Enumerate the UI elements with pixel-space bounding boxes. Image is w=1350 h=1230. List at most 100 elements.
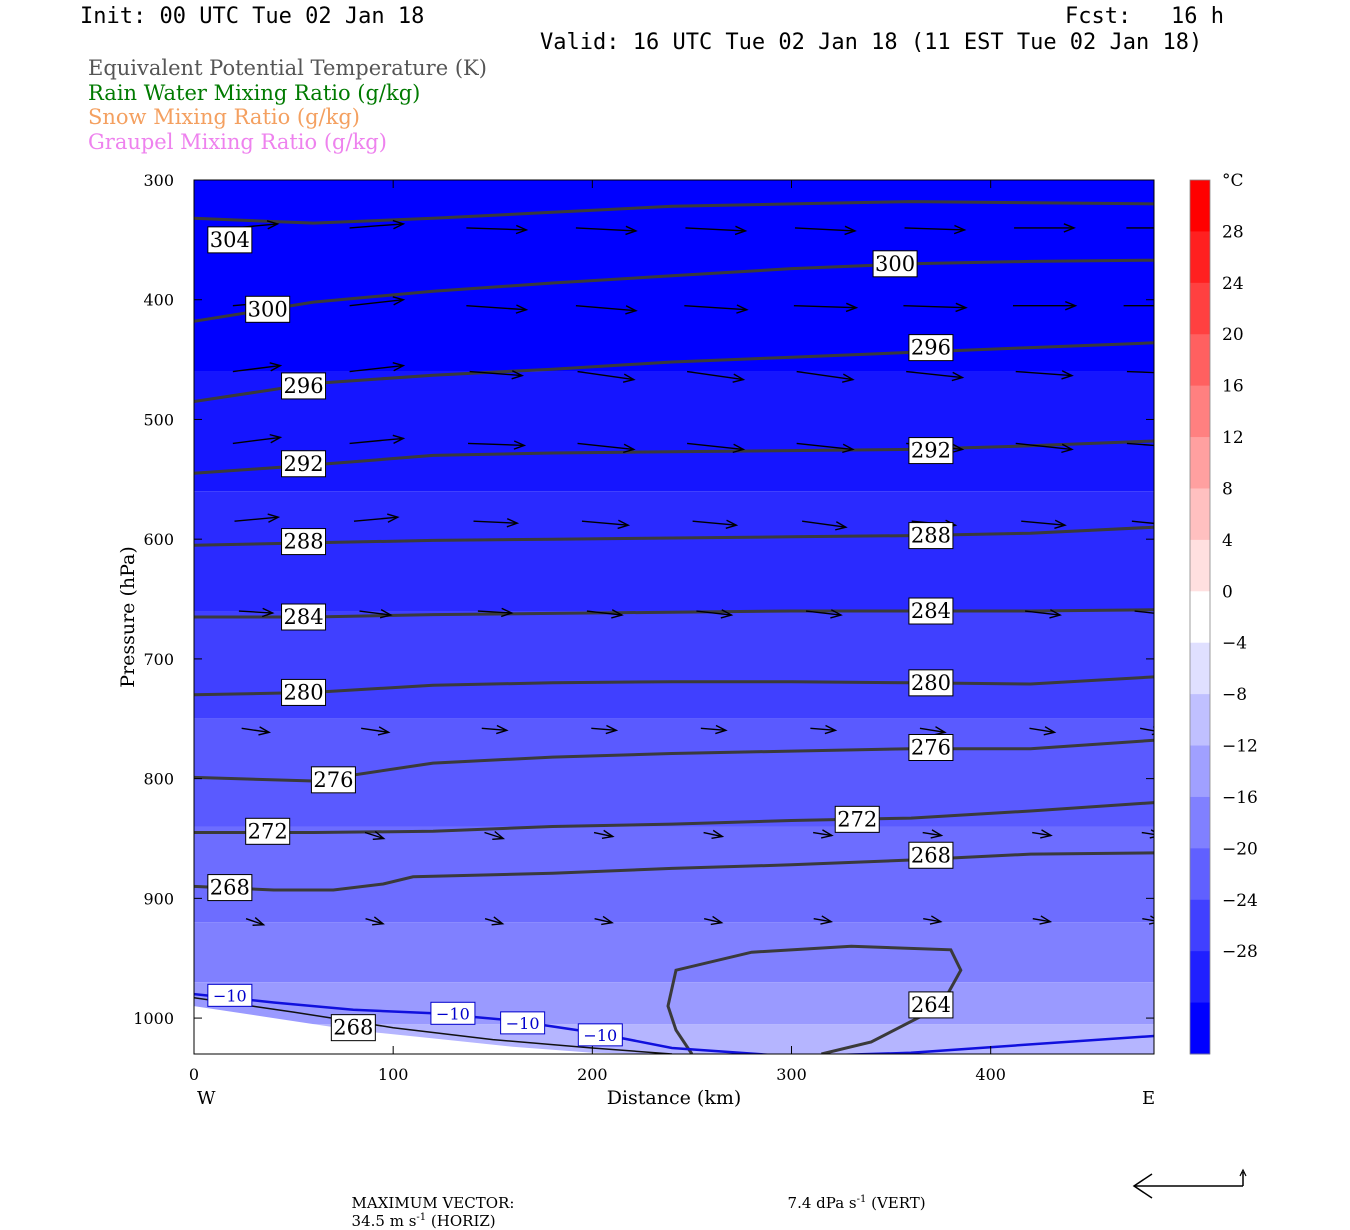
- colorbar-swatch: [1190, 694, 1210, 747]
- wind-vector-shaft: [813, 918, 832, 923]
- wind-vector-shaft: [922, 831, 942, 837]
- contour-label-box: [872, 250, 918, 278]
- wind-vector-head: [625, 305, 638, 315]
- contour-label: 272: [834, 805, 880, 833]
- wind-vector-head: [269, 433, 283, 444]
- wind-vector-head: [1063, 223, 1076, 233]
- colorbar-swatch: [1190, 745, 1210, 798]
- wind-vector-shaft: [581, 520, 629, 526]
- wind-vector-shaft: [919, 727, 946, 734]
- y-tick-label: 900: [143, 889, 174, 908]
- wind-vector: [594, 915, 614, 926]
- contour-label-box: [908, 597, 954, 625]
- contour-label-box: [908, 522, 954, 550]
- wind-vector-head: [515, 304, 529, 314]
- wind-vector-head: [711, 829, 725, 840]
- wind-vector-head: [1149, 829, 1154, 839]
- wind-vector: [473, 518, 520, 528]
- wind-vector-shaft: [1126, 370, 1154, 374]
- contour-label: 288: [908, 522, 954, 550]
- theta-e-contour-304: [194, 200, 1154, 225]
- wind-vector-head: [710, 915, 724, 926]
- contour-label-text: 296: [283, 374, 323, 398]
- theta-e-contour-272: [194, 801, 1154, 834]
- contour-label: 284: [281, 603, 327, 631]
- wind-vector-head: [1039, 915, 1053, 925]
- contour-label: 268: [207, 874, 253, 902]
- wind-vector-shaft: [1032, 831, 1052, 837]
- colorbar-level-label: 16: [1222, 377, 1244, 397]
- wind-vector: [364, 830, 386, 840]
- x-tick-label: 0: [189, 1065, 199, 1084]
- wind-vector: [349, 219, 406, 230]
- wind-vector-head: [1040, 829, 1053, 839]
- wind-vector-head: [491, 916, 505, 926]
- wind-vector-head: [1061, 443, 1074, 454]
- colorbar-level-label: −12: [1222, 737, 1258, 757]
- wind-vector-shaft: [906, 370, 963, 379]
- contour-label-text: 264: [911, 993, 951, 1017]
- wind-vector-shaft: [593, 831, 613, 838]
- wind-vector-shaft: [241, 727, 270, 734]
- contour-label-text: 268: [911, 843, 951, 867]
- wind-vector-shaft: [361, 727, 389, 734]
- wind-vector: [466, 304, 529, 314]
- contour-label: 304: [207, 226, 253, 254]
- wind-vector-head: [601, 829, 615, 840]
- contour-label-box: [908, 841, 954, 869]
- wind-vector-shaft: [349, 299, 404, 307]
- wind-vector: [703, 829, 725, 840]
- wind-vector-head: [1173, 302, 1183, 310]
- surface-region: [194, 1006, 1154, 1054]
- colorbar-level-label: 0: [1222, 582, 1233, 602]
- wind-vector-shaft: [232, 436, 281, 445]
- wind-vector-head: [1061, 370, 1074, 380]
- wind-vector-head: [953, 224, 967, 235]
- contour-label-text: 276: [911, 736, 951, 760]
- contour-label: 272: [245, 817, 291, 845]
- wind-vector-head: [1170, 224, 1180, 232]
- contour-label: 268: [330, 1014, 376, 1042]
- wind-vector-head: [601, 915, 614, 926]
- wind-vector: [232, 362, 283, 373]
- wind-vector-shaft: [796, 370, 853, 381]
- colorbar-level-label: 28: [1222, 222, 1244, 242]
- wind-vector-shaft: [700, 727, 726, 732]
- contour-label-box: [281, 450, 327, 478]
- theta-e-contour-296: [194, 341, 1154, 403]
- wind-vector: [919, 726, 947, 736]
- wind-vector: [700, 724, 728, 735]
- wind-vector-head: [496, 724, 509, 735]
- wind-vector-head: [734, 225, 748, 236]
- temperature-band: [194, 826, 1154, 923]
- wind-vector-head: [951, 443, 965, 454]
- isotherm-label-box: [207, 983, 253, 1007]
- contour-label: 300: [245, 295, 291, 323]
- isotherm-label-box: [500, 1011, 546, 1035]
- wind-vector-head: [1169, 369, 1179, 377]
- wind-vector: [922, 829, 944, 839]
- wind-vector: [1134, 610, 1154, 614]
- wind-vector: [696, 609, 734, 619]
- isotherm-label: −10: [207, 983, 253, 1007]
- wind-vector: [349, 434, 406, 445]
- wind-vector-shaft: [594, 918, 613, 924]
- wind-vector-head: [261, 607, 275, 618]
- wind-vector: [477, 607, 514, 618]
- isotherm-label-box: [430, 1001, 476, 1025]
- wind-vector: [1141, 829, 1154, 839]
- x-end-label-east: E: [1142, 1088, 1155, 1109]
- wind-vector: [349, 296, 406, 307]
- y-tick-label: 300: [143, 171, 174, 190]
- colorbar-level-label: −20: [1222, 839, 1258, 859]
- colorbar-swatch: [1190, 231, 1210, 284]
- wind-vector-head: [1049, 609, 1062, 619]
- wind-vector: [810, 724, 838, 735]
- colorbar-swatch: [1190, 488, 1210, 541]
- wind-vector-head: [955, 302, 968, 313]
- contour-label: 280: [281, 678, 327, 706]
- max-vertical-vector: 7.4 dPa s-1 (VERT): [787, 1194, 926, 1212]
- wind-vector-shaft: [466, 305, 527, 311]
- wind-vector-head: [732, 443, 746, 454]
- wind-vector-head: [824, 724, 838, 735]
